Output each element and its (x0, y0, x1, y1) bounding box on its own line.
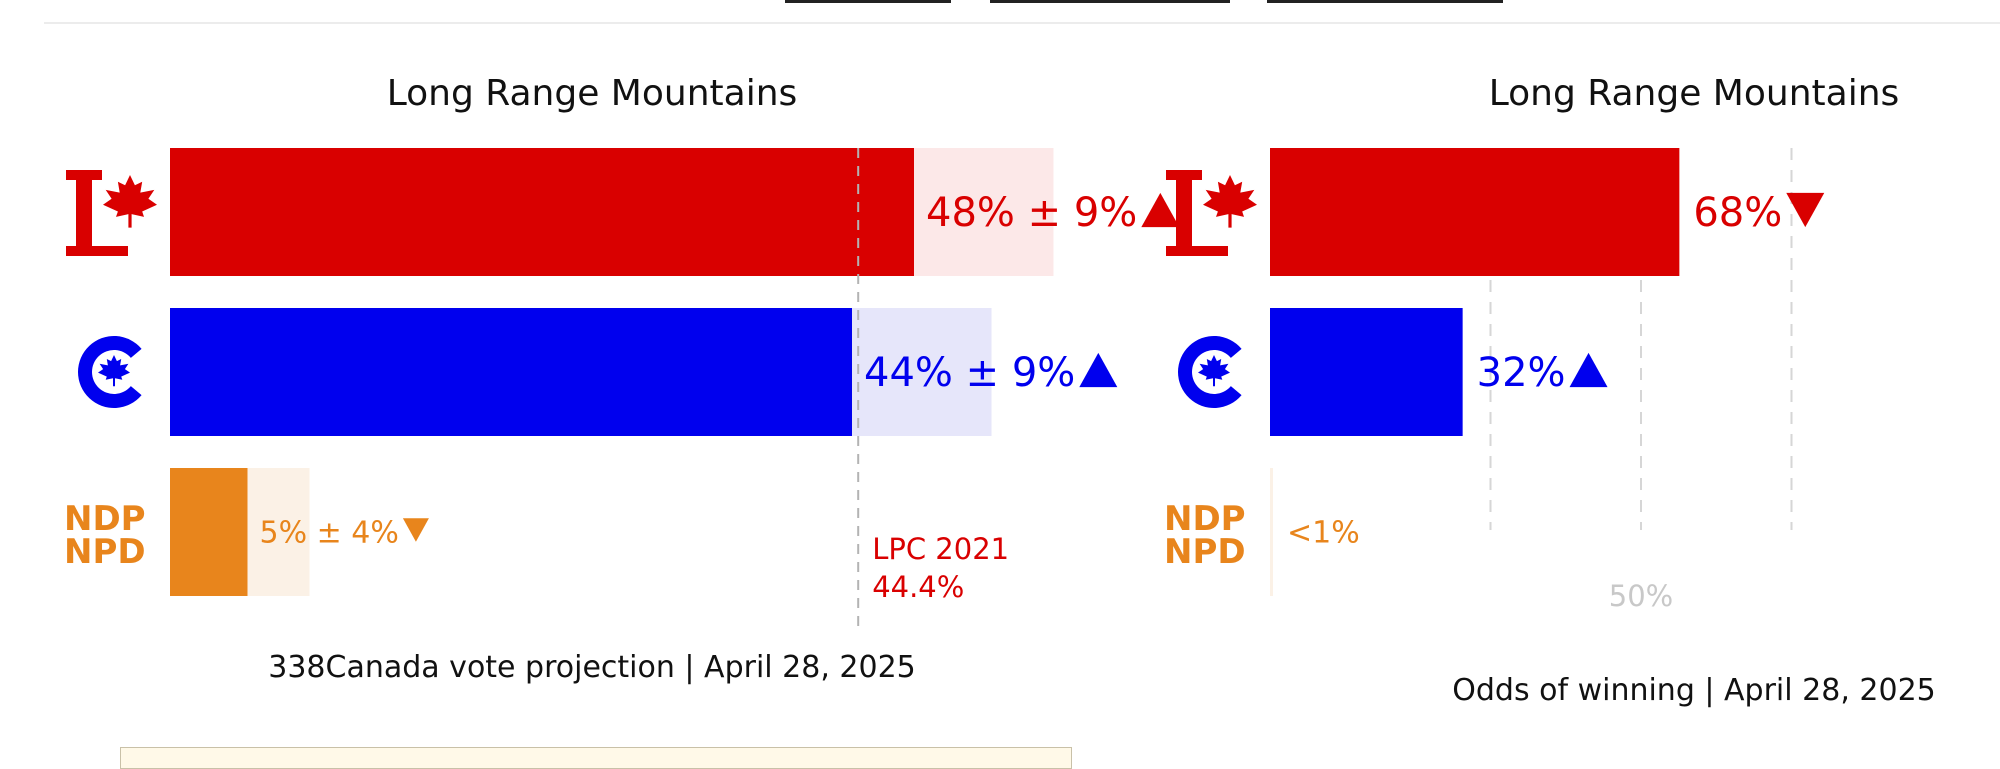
odds-of-winning-chart: Long Range Mountains 68% 32% <1% 50% Odds of … (1100, 0, 2000, 720)
ndp-logo-text-en: NDP (1164, 499, 1246, 539)
liberal-logo-base (66, 246, 128, 256)
conservative-logo-icon (1178, 336, 1242, 409)
vote-projection-svg: Long Range Mountains 48% ± 9% 44% ± 9% 5% ±… (64, 73, 1180, 685)
ndp-logo-text-fr: NPD (1164, 532, 1246, 572)
data-label: 48% ± 9% (926, 190, 1137, 236)
liberal-logo-icon (1166, 170, 1257, 256)
data-label: 68% (1693, 190, 1782, 236)
reference-label: LPC 2021 (872, 532, 1009, 566)
liberal-logo-base (1166, 246, 1228, 256)
liberal-logo-stem (76, 170, 92, 256)
conservative-logo-leaf (1198, 355, 1230, 387)
ndp-logo-text-fr: NPD (64, 532, 146, 572)
bar (1270, 148, 1680, 276)
liberal-logo-leaf (1203, 175, 1257, 228)
trend-down-icon (402, 518, 429, 542)
data-label: <1% (1287, 516, 1360, 551)
top-divider (44, 22, 2000, 24)
chart-title: Long Range Mountains (387, 73, 798, 114)
data-label: 44% ± 9% (864, 350, 1075, 396)
conservative-logo-icon (78, 336, 142, 409)
data-label: 32% (1477, 350, 1566, 396)
tab-underline (990, 0, 1230, 3)
conservative-logo-leaf (98, 355, 130, 387)
trend-up-icon (1141, 192, 1180, 228)
tab-underline (1267, 0, 1503, 3)
trend-up-icon (1569, 352, 1608, 388)
chart-title: Long Range Mountains (1489, 73, 1900, 114)
ndp-logo-text-en: NDP (64, 499, 146, 539)
reference-value: 44.4% (872, 570, 964, 604)
info-box (120, 747, 1072, 769)
liberal-logo-icon (66, 170, 157, 256)
vote-projection-chart: Long Range Mountains 48% ± 9% 44% ± 9% 5% ±… (64, 73, 1180, 685)
tab-underline (785, 0, 951, 3)
liberal-logo-serif (1166, 170, 1202, 180)
bar (1270, 468, 1274, 596)
liberal-logo-stem (1176, 170, 1192, 256)
gridline-label: 50% (1609, 579, 1673, 613)
conservative-logo-ring (78, 336, 142, 409)
bar (1270, 308, 1463, 436)
liberal-logo-leaf (103, 175, 157, 228)
chart-caption: 338Canada vote projection | April 28, 20… (268, 650, 916, 685)
odds-of-winning-svg: Long Range Mountains 68% 32% <1% 50% Odds of … (1164, 73, 1936, 708)
trend-down-icon (1786, 192, 1825, 228)
bar (170, 148, 914, 276)
data-label: 5% ± 4% (260, 516, 399, 551)
bar (170, 468, 248, 596)
trend-up-icon (1079, 352, 1118, 388)
conservative-logo-ring (1178, 336, 1242, 409)
chart-caption: Odds of winning | April 28, 2025 (1452, 673, 1936, 708)
bar (170, 308, 852, 436)
liberal-logo-serif (66, 170, 102, 180)
